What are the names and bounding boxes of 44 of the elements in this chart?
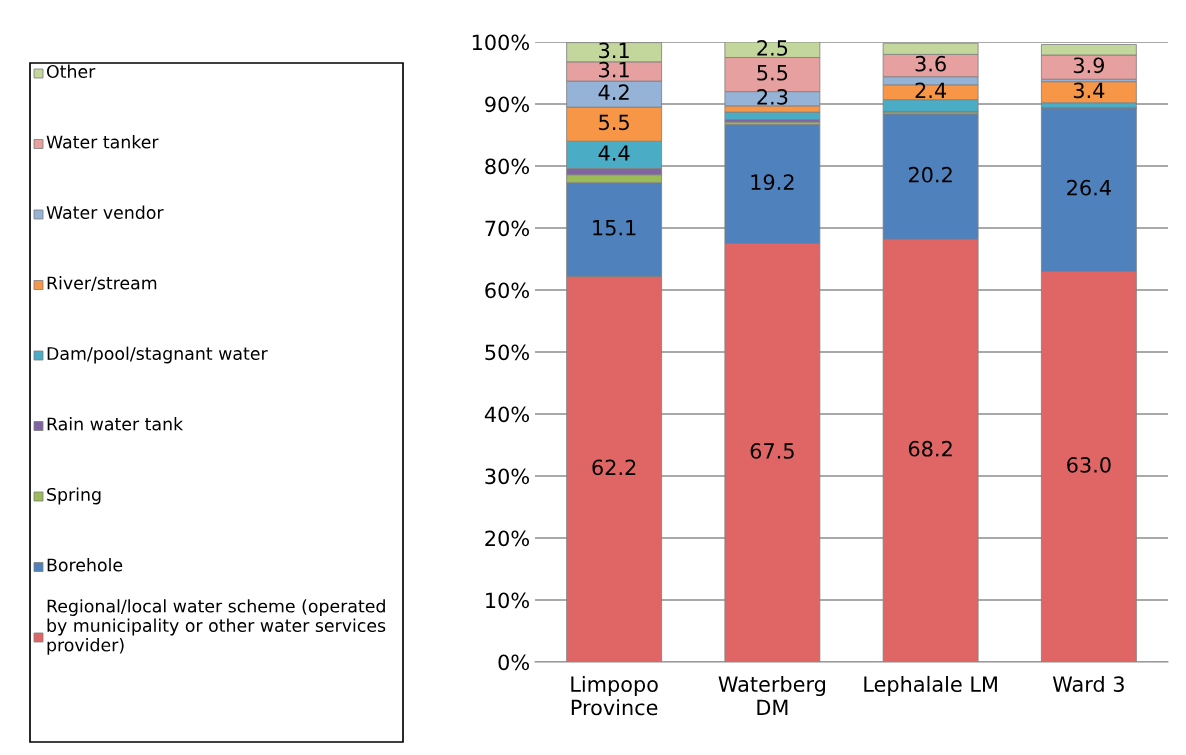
data-label: 3.9: [1073, 57, 1104, 74]
y-tick-label: 40%: [484, 406, 529, 423]
data-label: 19.2: [751, 174, 794, 191]
y-tick-label: 70%: [485, 220, 529, 237]
y-tick-label: 0%: [498, 654, 529, 671]
data-label: 2.3: [757, 89, 788, 105]
data-label: 4.2: [598, 84, 629, 100]
y-tick-label: 60%: [485, 282, 529, 299]
legend-label: Dam/pool/stagnant water: [47, 346, 268, 364]
data-label: 5.5: [757, 65, 788, 81]
data-label: 3.1: [599, 42, 629, 59]
legend-label: Spring: [47, 487, 101, 505]
legend-label: Water vendor: [46, 205, 164, 220]
y-tick-label: 100%: [472, 34, 529, 51]
data-label: 3.4: [1073, 82, 1105, 99]
x-tick-label: Limpopo Province: [571, 675, 658, 716]
data-label: 15.1: [593, 220, 636, 236]
y-tick-label: 20%: [485, 530, 529, 547]
data-label: 62.2: [592, 459, 636, 476]
y-tick-label: 30%: [485, 468, 529, 485]
legend-label: Water tanker: [46, 135, 159, 149]
legend-label: Rain water tank: [47, 417, 184, 431]
y-tick-label: 90%: [485, 96, 529, 113]
legend-label: Regional/local water scheme (operated by municipality or other water services provider): [47, 599, 386, 655]
legend-label: Borehole: [47, 558, 123, 572]
y-tick-label: 10%: [486, 592, 529, 609]
legend-label: Other: [46, 64, 96, 79]
x-tick-label: Ward 3: [1052, 675, 1124, 693]
x-tick-label: Waterberg DM: [718, 675, 826, 716]
data-label: 26.4: [1067, 179, 1111, 196]
data-label: 63.0: [1067, 456, 1111, 473]
data-label: 67.5: [750, 443, 794, 459]
data-label: 20.2: [908, 166, 952, 183]
data-label: 4.4: [598, 145, 630, 161]
data-label: 2.5: [757, 40, 788, 56]
legend-label: River/stream: [47, 276, 157, 291]
data-label: 3.6: [915, 55, 946, 72]
data-label: 3.1: [599, 61, 629, 78]
y-tick-label: 50%: [485, 344, 529, 361]
data-label: 68.2: [908, 440, 952, 457]
y-tick-label: 80%: [485, 158, 529, 175]
data-label: 5.5: [599, 114, 629, 131]
data-label: 2.4: [915, 82, 947, 98]
x-tick-label: Lephalale LM: [864, 675, 997, 697]
